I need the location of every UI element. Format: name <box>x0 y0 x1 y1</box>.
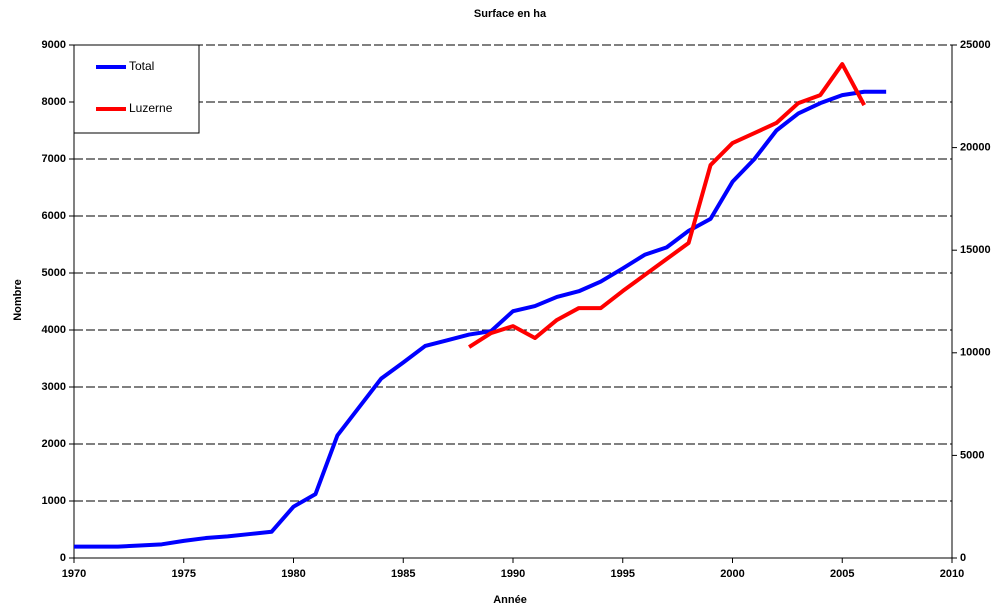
y-tick-label: 4000 <box>42 324 66 336</box>
x-axis-label: Année <box>493 594 527 606</box>
legend-label: Total <box>129 59 154 73</box>
legend-label: Luzerne <box>129 101 173 115</box>
chart-title: Surface en ha <box>474 8 547 20</box>
x-tick-label: 2000 <box>720 568 744 580</box>
y-tick-label: 5000 <box>42 267 66 279</box>
y2-tick-label: 0 <box>960 552 966 564</box>
x-tick-label: 2010 <box>940 568 964 580</box>
x-tick-label: 1970 <box>62 568 86 580</box>
legend-box <box>73 44 200 134</box>
y2-tick-label: 15000 <box>960 244 991 256</box>
series-line <box>74 89 887 549</box>
y-tick-label: 7000 <box>42 153 66 165</box>
y-axis-label: Nombre <box>12 279 24 321</box>
y2-tick-label: 5000 <box>960 449 984 461</box>
x-tick-label: 1975 <box>172 568 196 580</box>
y2-tick-label: 20000 <box>960 142 991 154</box>
y2-tick-label: 25000 <box>960 39 991 51</box>
x-tick-label: 1995 <box>611 568 635 580</box>
x-tick-label: 1980 <box>281 568 305 580</box>
y-tick-label: 6000 <box>42 210 66 222</box>
y-tick-label: 8000 <box>42 96 66 108</box>
y-tick-label: 2000 <box>42 438 66 450</box>
x-tick-label: 1985 <box>391 568 415 580</box>
x-tick-label: 2005 <box>830 568 854 580</box>
y-tick-label: 9000 <box>42 39 66 51</box>
y-tick-label: 0 <box>60 552 66 564</box>
y-tick-label: 3000 <box>42 381 66 393</box>
y2-tick-label: 10000 <box>960 347 991 359</box>
y-tick-label: 1000 <box>42 495 66 507</box>
series-line <box>468 62 866 349</box>
x-tick-label: 1990 <box>501 568 525 580</box>
